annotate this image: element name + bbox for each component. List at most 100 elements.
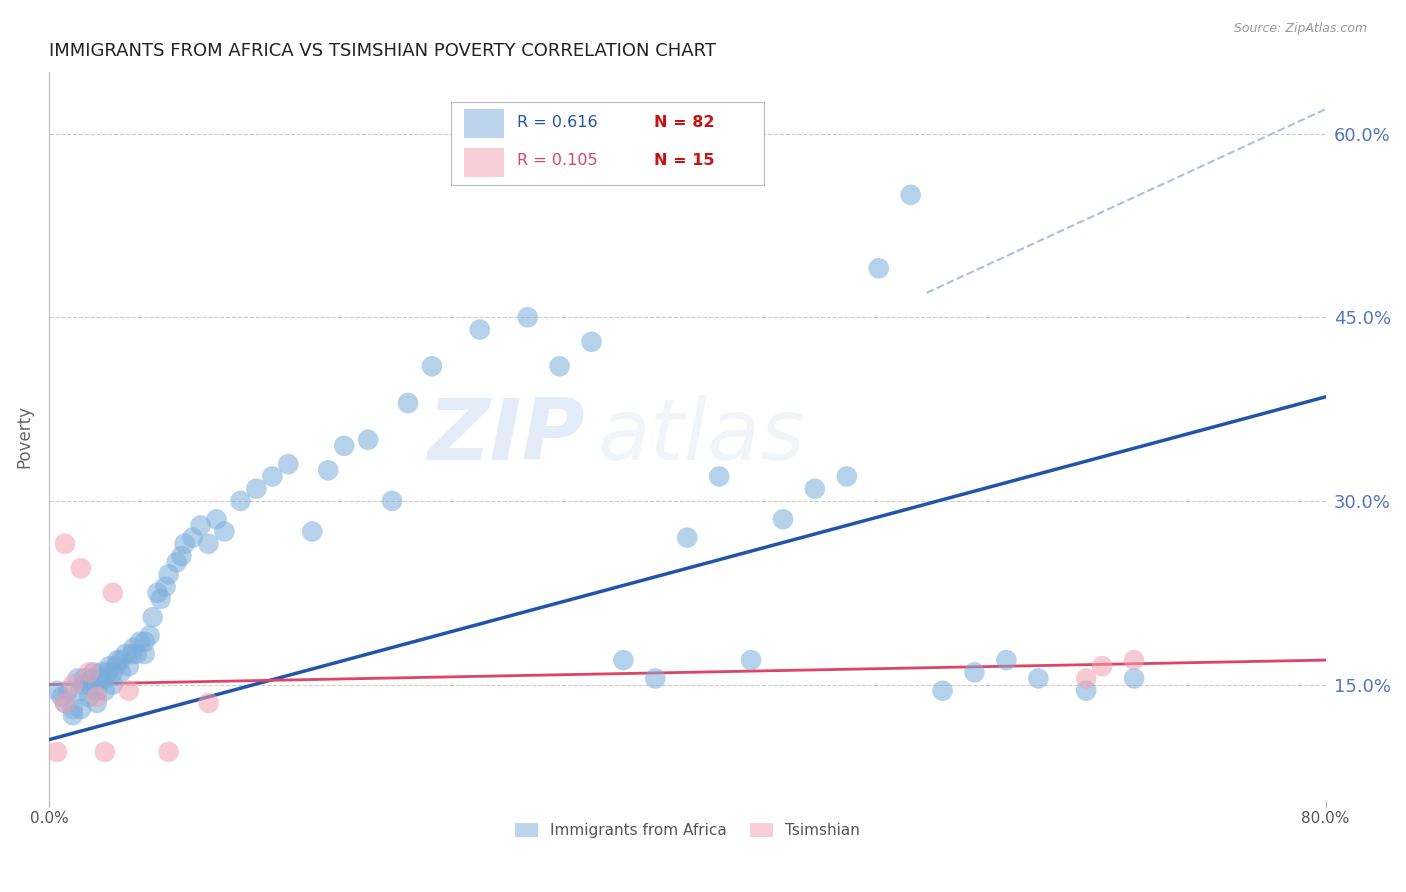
Point <box>98 659 121 673</box>
Point <box>134 647 156 661</box>
Point <box>77 677 100 691</box>
Point <box>73 677 96 691</box>
Point <box>963 665 986 680</box>
Point <box>122 640 145 655</box>
Point <box>835 469 858 483</box>
Point <box>214 524 236 539</box>
Point <box>277 457 299 471</box>
Point <box>101 586 124 600</box>
Point <box>516 310 538 325</box>
Point <box>86 696 108 710</box>
Point <box>62 677 84 691</box>
Point <box>676 531 699 545</box>
Point <box>155 580 177 594</box>
Point <box>173 537 195 551</box>
Point <box>51 690 73 704</box>
Point <box>149 591 172 606</box>
Point <box>70 561 93 575</box>
Point <box>146 586 169 600</box>
Point <box>1026 672 1049 686</box>
Point <box>86 683 108 698</box>
Point <box>197 537 219 551</box>
Point <box>129 634 152 648</box>
Point <box>94 672 117 686</box>
Point <box>118 683 141 698</box>
Point <box>262 469 284 483</box>
Point <box>104 659 127 673</box>
Y-axis label: Poverty: Poverty <box>15 405 32 468</box>
Point <box>110 665 132 680</box>
Point <box>612 653 634 667</box>
Point <box>56 683 79 698</box>
Point <box>62 702 84 716</box>
Point <box>157 567 180 582</box>
Point <box>931 683 953 698</box>
Point <box>1123 653 1146 667</box>
Point <box>644 672 666 686</box>
Point <box>381 494 404 508</box>
Point <box>772 512 794 526</box>
Point <box>316 463 339 477</box>
Point <box>94 745 117 759</box>
Point <box>190 518 212 533</box>
Point <box>53 696 76 710</box>
Point <box>101 665 124 680</box>
Point <box>868 261 890 276</box>
Point <box>101 677 124 691</box>
Point <box>110 653 132 667</box>
Point <box>301 524 323 539</box>
Point <box>70 683 93 698</box>
Point <box>62 708 84 723</box>
Text: Source: ZipAtlas.com: Source: ZipAtlas.com <box>1233 22 1367 36</box>
Text: IMMIGRANTS FROM AFRICA VS TSIMSHIAN POVERTY CORRELATION CHART: IMMIGRANTS FROM AFRICA VS TSIMSHIAN POVE… <box>49 42 716 60</box>
Point <box>118 659 141 673</box>
Point <box>581 334 603 349</box>
Point <box>1076 683 1098 698</box>
Point <box>80 672 103 686</box>
Point <box>548 359 571 374</box>
Point <box>142 610 165 624</box>
Point <box>396 396 419 410</box>
Point <box>121 647 143 661</box>
Point <box>90 665 112 680</box>
Point <box>1091 659 1114 673</box>
Point <box>420 359 443 374</box>
Point <box>740 653 762 667</box>
Point <box>1123 672 1146 686</box>
Text: atlas: atlas <box>598 395 806 478</box>
Point <box>709 469 731 483</box>
Point <box>357 433 380 447</box>
Point <box>107 653 129 667</box>
Point <box>1076 672 1098 686</box>
Point <box>46 683 69 698</box>
Point <box>77 665 100 680</box>
Text: ZIP: ZIP <box>427 395 585 478</box>
Legend: Immigrants from Africa, Tsimshian: Immigrants from Africa, Tsimshian <box>509 817 866 844</box>
Point <box>66 672 89 686</box>
Point <box>900 187 922 202</box>
Point <box>197 696 219 710</box>
Point <box>804 482 827 496</box>
Point <box>125 647 148 661</box>
Point <box>468 322 491 336</box>
Point <box>170 549 193 563</box>
Point <box>53 696 76 710</box>
Point <box>77 690 100 704</box>
Point <box>46 745 69 759</box>
Point <box>73 672 96 686</box>
Point <box>205 512 228 526</box>
Point <box>138 629 160 643</box>
Point <box>166 555 188 569</box>
Point <box>181 531 204 545</box>
Point <box>229 494 252 508</box>
Point <box>97 665 120 680</box>
Point <box>83 665 105 680</box>
Point <box>333 439 356 453</box>
Point <box>114 647 136 661</box>
Point <box>995 653 1018 667</box>
Point <box>245 482 267 496</box>
Point <box>157 745 180 759</box>
Point <box>134 634 156 648</box>
Point <box>70 702 93 716</box>
Point <box>53 537 76 551</box>
